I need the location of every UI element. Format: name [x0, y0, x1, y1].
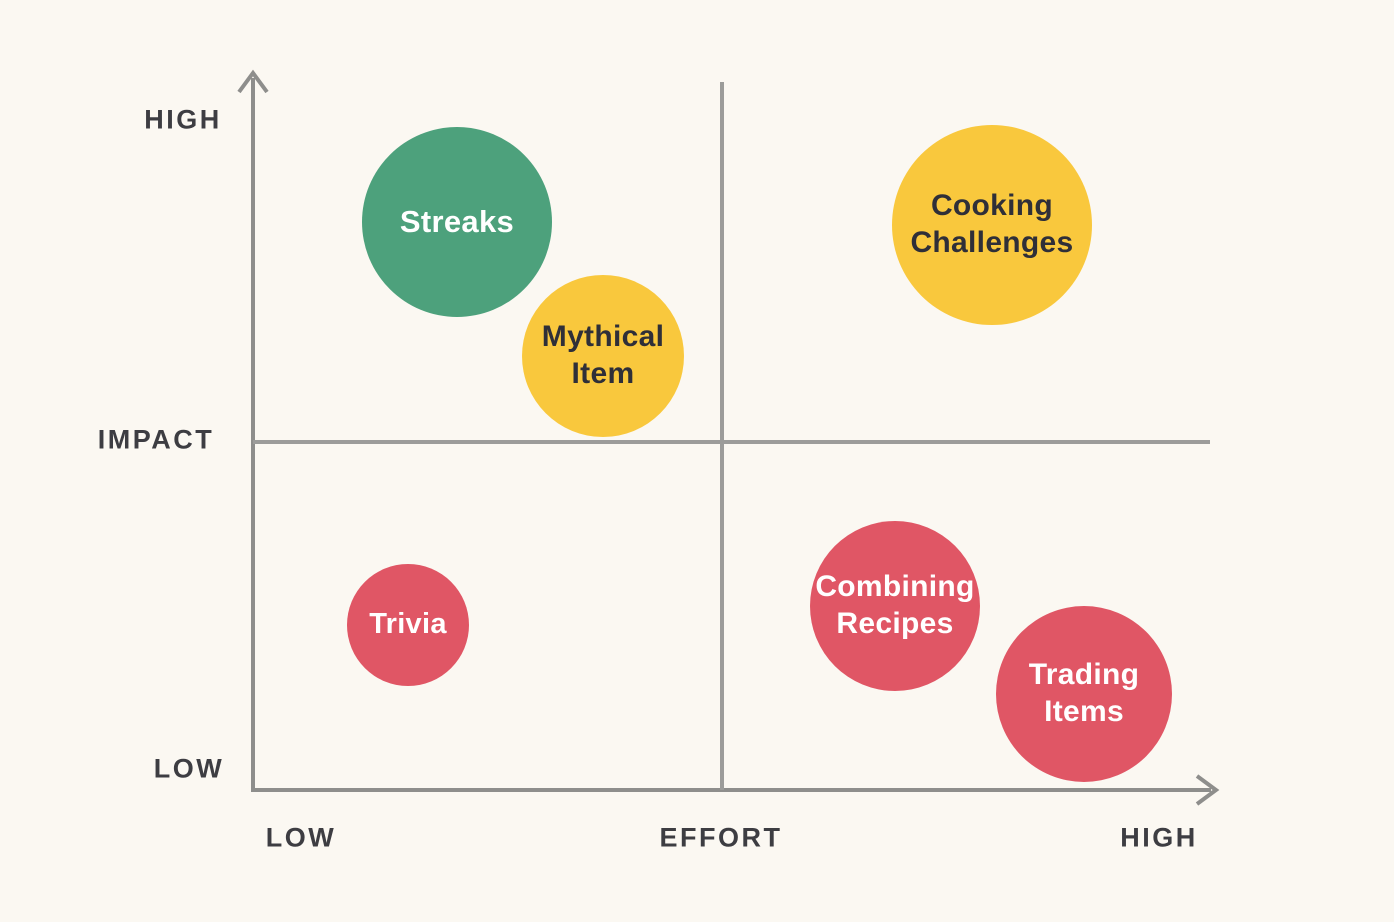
x-axis-arrow-right-icon — [1195, 774, 1220, 806]
bubble-label: Challenges — [910, 226, 1074, 259]
bubble-label: Streaks — [399, 204, 515, 240]
bubble-label: Recipes — [836, 607, 954, 640]
y-axis-low-label: LOW — [153, 753, 225, 784]
x-axis-title: EFFORT — [659, 822, 783, 853]
bubble-label: Combining — [815, 570, 975, 604]
bubble-streaks: Streaks — [362, 127, 552, 317]
bubble-combining-recipes: Combining Recipes — [810, 521, 980, 691]
y-axis-line — [251, 78, 255, 792]
x-axis-line — [251, 788, 1211, 792]
bubble-label: Mythical — [541, 320, 665, 354]
bubble-label: Item — [571, 357, 635, 390]
bubble-label: Trading — [1028, 658, 1140, 692]
x-axis-high-label: HIGH — [1120, 822, 1198, 853]
bubble-label: Items — [1044, 695, 1124, 728]
y-axis-title: IMPACT — [97, 424, 215, 455]
bubble-label: Trivia — [369, 608, 447, 641]
quadrant-divider-vertical — [720, 82, 724, 790]
bubble-trading-items: Trading Items — [996, 606, 1172, 782]
quadrant-divider-horizontal — [253, 440, 1210, 444]
bubble-cooking-challenges: Cooking Challenges — [892, 125, 1092, 325]
y-axis-arrow-up-icon — [237, 69, 269, 94]
y-axis-high-label: HIGH — [144, 104, 222, 135]
bubble-trivia: Trivia — [347, 564, 469, 686]
x-axis-low-label: LOW — [265, 822, 337, 853]
bubble-label: Cooking — [930, 189, 1054, 223]
bubble-mythical-item: Mythical Item — [522, 275, 684, 437]
